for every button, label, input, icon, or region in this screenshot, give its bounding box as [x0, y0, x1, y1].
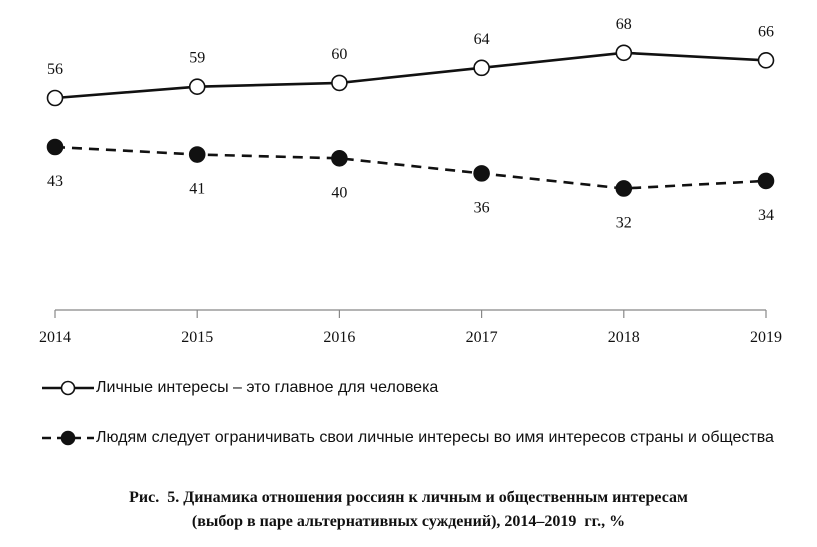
- data-label: 56: [47, 61, 63, 78]
- legend-entry-public-interests: Людям следует ограничивать свои личные и…: [40, 426, 800, 450]
- data-point: [757, 172, 775, 190]
- data-point: [46, 138, 64, 156]
- caption-line-1: Рис. 5. Динамика отношения россиян к лич…: [129, 489, 688, 506]
- legend-marker-solid-open-circle-icon: [42, 380, 94, 396]
- x-tick-label: 2014: [39, 329, 71, 346]
- data-point: [757, 52, 775, 69]
- legend-label-personal-interests: Личные интересы – это главное для челове…: [96, 379, 439, 396]
- series-line: [54, 51, 767, 100]
- legend-label-public-interests: Людям следует ограничивать свои личные и…: [96, 429, 774, 446]
- figure-caption: Рис. 5. Динамика отношения россиян к лич…: [0, 486, 817, 534]
- data-point: [188, 78, 206, 95]
- data-point: [46, 89, 64, 107]
- x-tick-label: 2017: [466, 329, 498, 346]
- data-point: [473, 165, 490, 182]
- x-axis: 2014 2015 2016 2017 2018 2019: [39, 309, 782, 346]
- x-tick-label: 2019: [750, 329, 782, 346]
- data-point: [473, 59, 490, 77]
- x-tick-label: 2015: [181, 329, 213, 346]
- data-point: [331, 150, 348, 167]
- data-point: [331, 74, 348, 92]
- data-label: 36: [474, 199, 490, 216]
- series-1: 43 41 40 36 32 34: [46, 138, 775, 231]
- data-label: 66: [758, 23, 774, 40]
- data-label: 32: [616, 214, 632, 231]
- data-label: 40: [331, 184, 347, 201]
- data-point: [188, 146, 206, 163]
- x-tick-label: 2016: [323, 329, 355, 346]
- data-label: 41: [189, 181, 205, 198]
- series-0: 56 59 60 64 68 66: [46, 16, 775, 107]
- legend-marker-dashed-filled-circle-icon: [42, 430, 94, 446]
- x-tick-label: 2018: [608, 329, 640, 346]
- caption-line-2: (выбор в паре альтернативных суждений), …: [191, 513, 626, 530]
- data-point: [615, 44, 633, 62]
- data-label: 60: [331, 46, 347, 63]
- legend-entry-personal-interests: Личные интересы – это главное для челове…: [40, 376, 800, 400]
- data-label: 59: [189, 50, 205, 67]
- data-label: 64: [474, 31, 490, 48]
- data-label: 68: [616, 16, 632, 33]
- data-label: 34: [758, 207, 774, 224]
- series-layer: 56 59 60 64 68 66 43 41 40 36 32 34: [46, 16, 775, 231]
- data-label: 43: [47, 173, 63, 190]
- series-line: [54, 145, 767, 190]
- data-point: [615, 180, 633, 197]
